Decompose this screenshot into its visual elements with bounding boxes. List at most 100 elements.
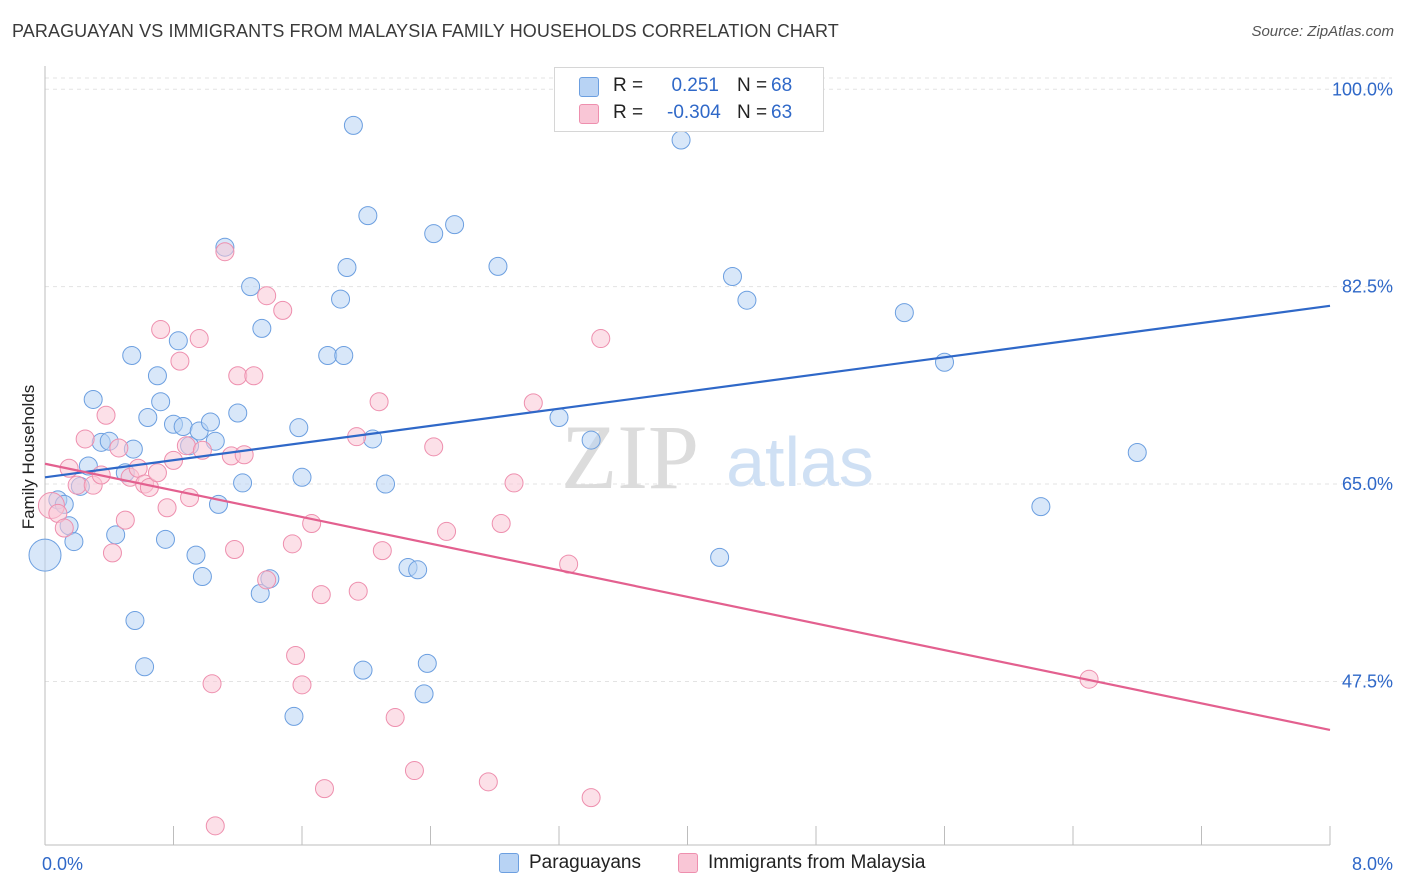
- point-paraguayans: [488, 256, 508, 276]
- point-paraguayans: [284, 706, 304, 726]
- watermark-atlas: atlas: [726, 423, 874, 501]
- point-paraguayans: [241, 277, 261, 297]
- point-paraguayans: [417, 653, 437, 673]
- legend-r-label: R =: [613, 75, 644, 96]
- legend-n-label: N =: [737, 102, 768, 123]
- legend-swatch-pink: [579, 104, 599, 124]
- point-malaysia: [109, 438, 129, 458]
- y-tick-label: 47.5%: [1342, 671, 1393, 691]
- point-malaysia: [147, 463, 167, 483]
- series-label: Paraguayans: [529, 852, 641, 873]
- point-paraguayans: [155, 529, 175, 549]
- point-malaysia: [189, 329, 209, 349]
- point-malaysia: [115, 510, 135, 530]
- stats-legend: R = 0.251 N = 68 R = -0.304 N = 63: [554, 67, 824, 132]
- legend-r-label: R =: [613, 102, 644, 123]
- point-paraguayans: [414, 684, 434, 704]
- point-malaysia: [286, 646, 306, 666]
- point-malaysia: [581, 788, 601, 808]
- point-paraguayans: [173, 417, 193, 437]
- point-malaysia: [75, 429, 95, 449]
- point-paraguayans: [722, 267, 742, 287]
- point-paraguayans: [292, 467, 312, 487]
- legend-swatch-blue: [579, 77, 599, 97]
- point-paraguayans: [186, 545, 206, 565]
- point-paraguayans: [135, 657, 155, 677]
- y-tick-label: 82.5%: [1342, 277, 1393, 297]
- point-malaysia: [314, 779, 334, 799]
- series-swatch-pink: [678, 853, 698, 873]
- point-malaysia: [257, 570, 277, 590]
- point-paraguayans: [318, 345, 338, 365]
- chart-title: PARAGUAYAN VS IMMIGRANTS FROM MALAYSIA F…: [12, 21, 839, 41]
- point-malaysia: [170, 351, 190, 371]
- point-paraguayans: [376, 474, 396, 494]
- point-paraguayans: [353, 660, 373, 680]
- point-malaysia: [523, 393, 543, 413]
- point-paraguayans: [168, 331, 188, 351]
- point-malaysia: [348, 581, 368, 601]
- x-tick-label: 8.0%: [1352, 854, 1393, 874]
- series-swatch-blue: [499, 853, 519, 873]
- point-paraguayans: [83, 389, 103, 409]
- trend-line-malaysia: [44, 462, 1331, 732]
- watermark: ZIP atlas: [561, 406, 874, 508]
- legend-n-label: N =: [737, 75, 768, 96]
- point-malaysia: [234, 445, 254, 465]
- point-paraguayans: [289, 418, 309, 438]
- point-malaysia: [311, 585, 331, 605]
- y-tick-label: 100.0%: [1332, 79, 1393, 99]
- point-malaysia: [151, 320, 171, 340]
- point-paraguayans: [138, 408, 158, 428]
- point-malaysia: [282, 534, 302, 554]
- legend-r-value: 0.251: [671, 75, 719, 96]
- point-paraguayans: [671, 130, 691, 150]
- point-paraguayans: [581, 430, 601, 450]
- point-paraguayans: [106, 525, 126, 545]
- point-malaysia: [67, 475, 87, 495]
- point-malaysia: [202, 674, 222, 694]
- point-paraguayans: [343, 115, 363, 135]
- point-paraguayans: [64, 532, 84, 552]
- point-malaysia: [437, 521, 457, 541]
- tick-labels: 47.5% 65.0% 82.5% 100.0% 0.0% 8.0%: [42, 79, 1393, 874]
- legend-n-value: 63: [771, 102, 793, 123]
- point-malaysia: [292, 675, 312, 695]
- legend-r-value: -0.304: [667, 102, 721, 123]
- point-malaysia: [504, 473, 524, 493]
- point-malaysia: [273, 300, 293, 320]
- source-label: Source: ZipAtlas.com: [1251, 23, 1394, 40]
- point-malaysia: [54, 518, 74, 538]
- point-paraguayans: [122, 345, 142, 365]
- point-paraguayans: [200, 412, 220, 432]
- point-paraguayans: [1031, 497, 1051, 517]
- point-malaysia: [385, 708, 405, 728]
- point-paraguayans: [192, 567, 212, 587]
- watermark-zip: ZIP: [561, 406, 699, 508]
- point-malaysia: [102, 543, 122, 563]
- point-malaysia: [96, 405, 116, 425]
- point-paraguayans: [737, 290, 757, 310]
- y-tick-label: 65.0%: [1342, 474, 1393, 494]
- point-malaysia: [372, 541, 392, 561]
- point-paraguayans: [151, 392, 171, 412]
- point-malaysia: [244, 366, 264, 386]
- axes: [44, 66, 1331, 846]
- legend-n-value: 68: [771, 75, 793, 96]
- point-paraguayans: [233, 473, 253, 493]
- point-malaysia: [404, 761, 424, 781]
- point-malaysia: [157, 498, 177, 518]
- point-malaysia: [491, 514, 511, 534]
- series-label: Immigrants from Malaysia: [708, 852, 926, 873]
- trend-lines: [44, 304, 1331, 732]
- trend-line-paraguayans: [44, 304, 1331, 479]
- point-paraguayans: [1127, 442, 1147, 462]
- point-malaysia: [225, 539, 245, 559]
- point-paraguayans: [894, 303, 914, 323]
- point-malaysia: [205, 816, 225, 836]
- point-paraguayans: [408, 560, 428, 580]
- point-paraguayans: [252, 318, 272, 338]
- point-paraguayans: [337, 257, 357, 277]
- point-paraguayans: [424, 224, 444, 244]
